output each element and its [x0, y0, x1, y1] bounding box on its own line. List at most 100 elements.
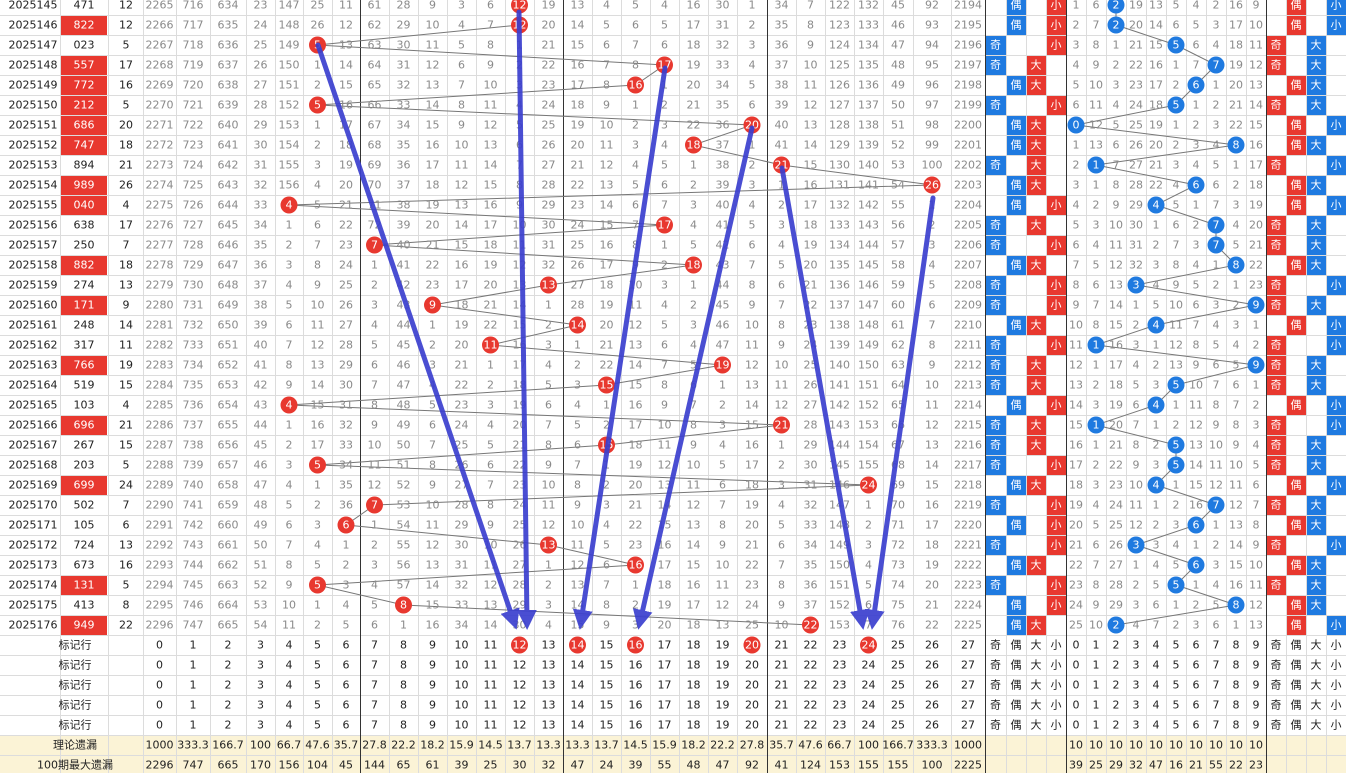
- tail-size: 大: [1311, 358, 1322, 372]
- tail-miss: 1: [1073, 0, 1080, 12]
- sum-miss: 139: [858, 139, 879, 152]
- sum-miss: 2266: [146, 19, 174, 32]
- sum-miss: 1: [314, 479, 321, 492]
- sum-miss: 4: [314, 179, 321, 192]
- sum-size: 小: [1051, 279, 1062, 292]
- sum-miss: 41: [254, 359, 268, 372]
- sum-miss: 12: [716, 599, 730, 612]
- max-tail-value: 21: [1189, 759, 1203, 772]
- sum-miss: 651: [218, 339, 239, 352]
- sum-hit: [802, 616, 819, 634]
- theory-tail-value: 10: [1229, 739, 1243, 752]
- sum-miss: 9: [574, 499, 581, 512]
- sum-miss: 2: [690, 299, 697, 312]
- tail-size-bg: [1307, 356, 1326, 375]
- tail-miss: 1: [1133, 559, 1140, 572]
- sum-miss: 50: [254, 539, 268, 552]
- theory-sum-value: 22.2: [391, 739, 416, 752]
- sum-miss: 11: [571, 539, 585, 552]
- sum-miss: 1: [603, 399, 610, 412]
- sum-miss: 15: [339, 79, 353, 92]
- tail-parity: 奇: [1271, 419, 1282, 432]
- tail-miss: 5: [1233, 359, 1240, 372]
- sum-header: 21: [775, 719, 789, 732]
- sum-size: 小: [1051, 39, 1062, 52]
- sum-miss: 40: [716, 199, 730, 212]
- tail-miss: 6: [1173, 19, 1180, 32]
- sum-miss: 142: [858, 199, 879, 212]
- sum-miss: 37: [254, 279, 268, 292]
- sum-miss: 3: [545, 339, 552, 352]
- sum-parity-bg: [986, 356, 1006, 375]
- number: 105: [74, 519, 95, 532]
- sum-size-bg: [1047, 16, 1066, 35]
- sum-miss: 5: [719, 459, 726, 472]
- sum-miss: 151: [279, 79, 300, 92]
- sum-miss: 57: [891, 239, 905, 252]
- tail-parity: 奇: [1271, 219, 1282, 232]
- sum-header: 22: [804, 659, 818, 672]
- sum-miss: 4: [690, 219, 697, 232]
- sum-miss: 9: [719, 539, 726, 552]
- sum-header: 21: [775, 699, 789, 712]
- max-sum-value: 48: [687, 759, 701, 772]
- tail-header: 6: [1193, 659, 1200, 672]
- tail-miss: 4: [1133, 619, 1140, 632]
- sum-miss: 98: [925, 119, 939, 132]
- tail-size-bg: [1307, 96, 1326, 115]
- sum-miss: 7: [603, 579, 610, 592]
- sum-parity: 奇: [990, 459, 1001, 472]
- sum-size: 大: [1031, 358, 1042, 372]
- sum-miss: 36: [397, 159, 411, 172]
- max-tail-value: 25: [1089, 759, 1103, 772]
- sum-miss: 132: [829, 199, 850, 212]
- sum-miss: 2: [603, 419, 610, 432]
- sum-header: 13: [542, 719, 556, 732]
- tail-header: 3: [1133, 719, 1140, 732]
- max-tail-value: 55: [1209, 759, 1223, 772]
- sum-header: 14: [571, 659, 585, 672]
- sum-miss: 4: [371, 319, 378, 332]
- sum-header: 12: [513, 679, 527, 692]
- sum-header: 12: [513, 659, 527, 672]
- sum-miss: 146: [858, 279, 879, 292]
- sum-miss: 5: [371, 339, 378, 352]
- tail-miss: 24: [1129, 99, 1143, 112]
- tail-hit: [1147, 316, 1165, 334]
- sum-miss: 3: [458, 0, 465, 12]
- sum-miss: 2199: [954, 99, 982, 112]
- tail-miss: 6: [1133, 399, 1140, 412]
- sum-miss: 138: [829, 319, 850, 332]
- tail-miss: 16: [1149, 59, 1163, 72]
- sum-miss: 133: [829, 219, 850, 232]
- sum-miss: 741: [183, 499, 204, 512]
- tail-parity-bg: [1267, 156, 1286, 175]
- tail-size: 大: [1311, 218, 1322, 232]
- sum-miss: 47: [716, 339, 730, 352]
- theory-tail-value: 10: [1249, 739, 1263, 752]
- sum: 7: [123, 239, 130, 252]
- sum-hit-label: 7: [371, 499, 378, 512]
- sum-parity-bg: [1007, 176, 1026, 195]
- sum-miss: 14: [600, 199, 614, 212]
- tail-miss: 26: [1129, 139, 1143, 152]
- sum-parity-bg: [1007, 16, 1026, 35]
- tail-miss: 2: [1173, 139, 1180, 152]
- sum-miss: 33: [254, 199, 268, 212]
- tail-hit: [1207, 496, 1225, 514]
- sum-parity-bg: [986, 576, 1006, 595]
- tail-miss: 12: [1189, 419, 1203, 432]
- group-header: 奇: [990, 679, 1001, 692]
- sum-miss: 12: [484, 579, 498, 592]
- sum-miss: 25: [513, 519, 527, 532]
- tail-miss: 6: [1213, 179, 1220, 192]
- tail-hit: [1167, 436, 1185, 454]
- issue: 2025166: [9, 419, 58, 432]
- sum-miss: 2200: [954, 119, 982, 132]
- sum-miss: 20: [339, 179, 353, 192]
- tail-hit-label: 8: [1233, 259, 1240, 272]
- sum-miss: 6: [661, 339, 668, 352]
- sum: 14: [119, 319, 133, 332]
- tail-miss: 5: [1213, 159, 1220, 172]
- sum-miss: 17: [658, 559, 672, 572]
